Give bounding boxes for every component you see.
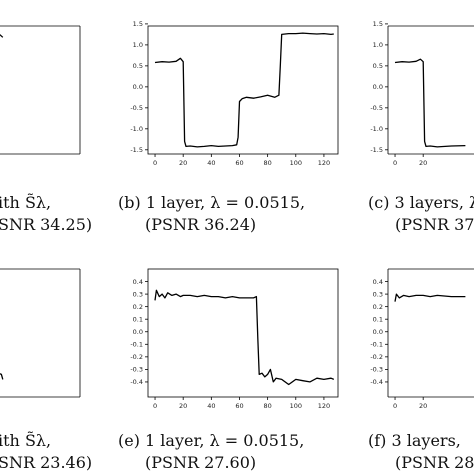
caption-e: (e) 1 layer, λ = 0.0515, (PSNR 27.60) xyxy=(118,430,304,474)
caption-line: (e) 1 layer, λ = 0.0515, xyxy=(118,431,305,450)
y-tick-label: 0.1 xyxy=(133,315,143,323)
caption-b: (b) 1 layer, λ = 0.0515, (PSNR 36.24) xyxy=(118,192,305,236)
x-tick-label: 100 xyxy=(290,159,302,165)
y-tick-label: 0.2 xyxy=(133,303,143,311)
x-tick-label: 0 xyxy=(153,159,157,165)
y-tick-label: 0.5 xyxy=(133,62,143,70)
caption-d: ith S̃λ, SNR 23.46) xyxy=(0,430,92,474)
y-tick-label: -0.1 xyxy=(130,341,143,349)
x-tick-label: 0 xyxy=(393,159,397,165)
caption-line: ith S̃λ, xyxy=(0,431,52,450)
series-line xyxy=(394,293,466,302)
x-tick-label: 120 xyxy=(318,159,330,165)
axes-frame xyxy=(387,268,474,398)
series-line xyxy=(154,289,335,386)
caption-c: (c) 3 layers, λ (PSNR 37 xyxy=(368,192,474,236)
y-tick-label: -0.3 xyxy=(370,366,383,374)
y-tick-label: -0.5 xyxy=(130,104,143,112)
axes-frame xyxy=(147,268,339,398)
y-tick-label: -0.4 xyxy=(130,378,143,386)
y-tick-label: 0.0 xyxy=(133,328,143,336)
x-tick-label: 60 xyxy=(235,402,243,408)
x-tick-label: 40 xyxy=(207,159,215,165)
y-tick-label: 0.5 xyxy=(373,62,383,70)
axes-frame xyxy=(387,25,474,155)
x-tick-label: 20 xyxy=(419,159,427,165)
y-tick-label: -0.2 xyxy=(130,353,143,361)
y-tick-label: 0.0 xyxy=(133,83,143,91)
caption-line: (c) 3 layers, λ xyxy=(368,193,474,212)
axes-frame xyxy=(0,25,81,155)
caption-line: (PSNR 37 xyxy=(395,215,474,234)
x-tick-label: 20 xyxy=(179,159,187,165)
series-line xyxy=(154,32,334,148)
x-tick-label: 60 xyxy=(235,159,243,165)
series-line xyxy=(0,34,4,38)
y-tick-label: -1.5 xyxy=(370,146,383,154)
caption-line: (PSNR 28 xyxy=(395,453,474,472)
x-tick-label: 120 xyxy=(318,402,330,408)
x-tick-label: 80 xyxy=(263,402,271,408)
caption-f: (f) 3 layers, (PSNR 28 xyxy=(368,430,474,474)
caption-line: (b) 1 layer, λ = 0.0515, xyxy=(118,193,306,212)
y-tick-label: 0.2 xyxy=(373,303,383,311)
y-tick-label: 1.5 xyxy=(373,20,383,28)
x-tick-label: 40 xyxy=(207,402,215,408)
series-line xyxy=(0,373,4,380)
y-tick-label: 1.5 xyxy=(133,20,143,28)
plot-e: 0 20 40 60 80 100 120 0.4 0.3 0.2 0.1 0.0 -0.1 -0.2 -… xyxy=(130,268,339,408)
y-tick-label: 0.3 xyxy=(133,290,143,298)
y-tick-label: 1.0 xyxy=(133,41,143,49)
plot-c: 0 20 1.5 1.0 0.5 0.0 -0.5 -1.0 -1.5 xyxy=(370,20,474,165)
x-tick-label: 100 xyxy=(290,402,302,408)
y-tick-label: -1.0 xyxy=(370,125,383,133)
y-tick-label: -0.1 xyxy=(370,341,383,349)
y-tick-label: 0.4 xyxy=(133,278,143,286)
y-tick-label: 1.0 xyxy=(373,41,383,49)
x-tick-label: 20 xyxy=(179,402,187,408)
caption-line: (PSNR 27.60) xyxy=(145,453,257,472)
x-tick-label: 0 xyxy=(393,402,397,408)
x-tick-label: 0 xyxy=(153,402,157,408)
series-line xyxy=(394,58,466,148)
y-tick-label: -0.2 xyxy=(370,353,383,361)
y-tick-label: 0.1 xyxy=(373,315,383,323)
caption-line: (f) 3 layers, xyxy=(368,431,461,450)
caption-line: (PSNR 36.24) xyxy=(145,215,257,234)
plot-b: 0 20 40 60 80 100 120 1.5 1.0 0.5 0.0 -0.5 -1.0 -1.5 xyxy=(130,20,339,165)
y-tick-label: 0.3 xyxy=(373,290,383,298)
y-tick-label: -0.5 xyxy=(370,104,383,112)
y-tick-label: -0.4 xyxy=(370,378,383,386)
y-tick-label: -1.0 xyxy=(130,125,143,133)
axes-frame xyxy=(147,25,339,155)
y-tick-label: 0.0 xyxy=(373,328,383,336)
y-tick-label: 0.4 xyxy=(373,278,383,286)
axes-frame xyxy=(0,268,81,398)
caption-a: ith S̃λ, SNR 34.25) xyxy=(0,192,92,236)
caption-line: ith S̃λ, xyxy=(0,193,52,212)
x-tick-label: 80 xyxy=(263,159,271,165)
caption-line: SNR 23.46) xyxy=(0,453,93,472)
y-tick-label: -1.5 xyxy=(130,146,143,154)
plot-f: 0 20 0.4 0.3 0.2 0.1 0.0 -0.1 -0.2 -0.3 -0.4 xyxy=(370,268,474,408)
y-tick-label: 0.0 xyxy=(373,83,383,91)
caption-line: SNR 34.25) xyxy=(0,215,93,234)
x-tick-label: 20 xyxy=(419,402,427,408)
y-tick-label: -0.3 xyxy=(130,366,143,374)
